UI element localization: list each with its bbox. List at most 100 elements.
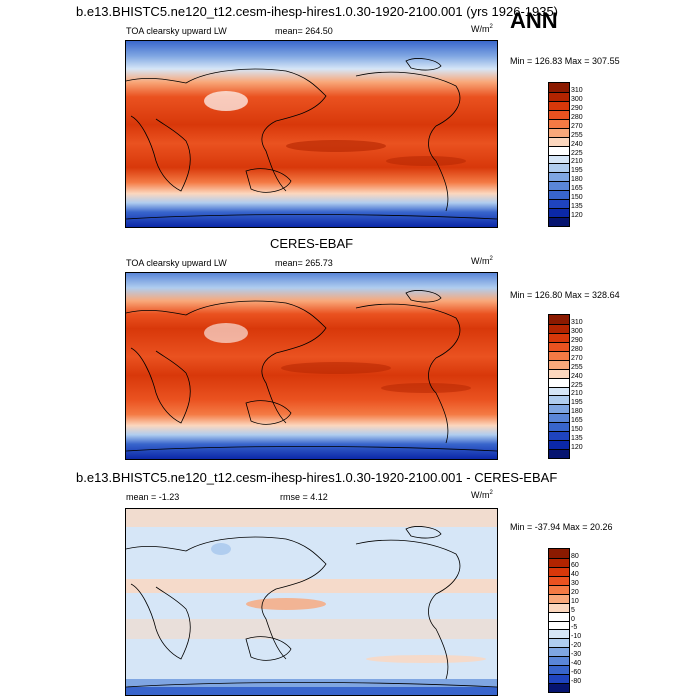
panel2-map-svg [126,273,497,459]
panel2-minmax: Min = 126.80 Max = 328.64 [510,290,620,300]
colorbar-tick-label: -60 [571,669,582,677]
colorbar-tick-label: 150 [571,194,583,202]
colorbar-swatch [549,440,569,450]
colorbar-tick-label: 120 [571,444,583,452]
panel3-map-svg [126,509,497,695]
colorbar-tick-label: -5 [571,624,578,632]
colorbar-swatch [549,431,569,441]
colorbar-tick-label: 280 [571,345,583,353]
colorbar-tick-label: -40 [571,660,582,668]
colorbar-tick-label: -10 [571,633,582,641]
colorbar-swatch [549,611,569,621]
colorbar-swatch [549,199,569,209]
colorbar-tick-label: 20 [571,588,579,596]
colorbar-tick-label: 290 [571,336,583,344]
colorbar-swatch [549,638,569,648]
panel2-map [125,272,498,460]
colorbar-swatch [549,602,569,612]
colorbar-tick-label: 195 [571,167,583,175]
plot-title: b.e13.BHISTC5.ne120_t12.cesm-ihesp-hires… [76,4,559,19]
colorbar-tick-label: 270 [571,354,583,362]
colorbar-swatch [549,404,569,414]
panel3-units: W/m2 [471,490,493,500]
panel1-map [125,40,498,228]
colorbar-tick-label: 180 [571,176,583,184]
panel3-section-title: b.e13.BHISTC5.ne120_t12.cesm-ihesp-hires… [76,470,558,485]
colorbar-swatch [549,386,569,396]
colorbar-tick-label: -30 [571,651,582,659]
panel2-section-title: CERES-EBAF [270,236,354,251]
panel3-minmax: Min = -37.94 Max = 20.26 [510,522,613,532]
colorbar-swatch [549,154,569,164]
colorbar-swatch [549,620,569,630]
colorbar-tick-label: 210 [571,390,583,398]
colorbar-tick-label: 180 [571,408,583,416]
colorbar-swatch [549,413,569,423]
colorbar-swatch [549,557,569,567]
colorbar-tick-label: 80 [571,552,579,560]
colorbar-tick-label: 240 [571,140,583,148]
colorbar-tick-label: 270 [571,122,583,130]
colorbar-swatch [549,449,569,458]
colorbar-swatch [549,566,569,576]
colorbar-tick-label: 135 [571,435,583,443]
colorbar-tick-label: 210 [571,158,583,166]
colorbar-tick-label: 280 [571,113,583,121]
colorbar-tick-label: 225 [571,381,583,389]
colorbar-swatch [549,647,569,657]
colorbar-swatch [549,217,569,226]
colorbar-swatch [549,629,569,639]
colorbar-swatch [549,83,569,92]
colorbar-swatch [549,136,569,146]
colorbar-swatch [549,332,569,342]
colorbar-tick-label: -20 [571,642,582,650]
colorbar-tick-label: -80 [571,678,582,686]
panel3-rmse: rmse = 4.12 [280,492,328,502]
panel1-map-svg [126,41,497,227]
colorbar-tick-label: 40 [571,570,579,578]
colorbar-swatch [549,127,569,137]
colorbar-swatch [549,109,569,119]
colorbar-swatch [549,359,569,369]
colorbar-swatch [549,674,569,684]
colorbar-swatch [549,683,569,692]
panel1-variable: TOA clearsky upward LW [126,26,227,36]
colorbar-tick-label: 135 [571,203,583,211]
colorbar-swatch [549,368,569,378]
colorbar-swatch [549,163,569,173]
colorbar-swatch [549,91,569,101]
colorbar-swatch [549,350,569,360]
colorbar-swatch [549,118,569,128]
colorbar-swatch [549,341,569,351]
panel1-colorbar [548,82,570,227]
panel1-mean: mean= 264.50 [275,26,333,36]
colorbar-tick-label: 225 [571,149,583,157]
colorbar-tick-label: 300 [571,95,583,103]
colorbar-swatch [549,422,569,432]
colorbar-swatch [549,593,569,603]
colorbar-tick-label: 60 [571,561,579,569]
colorbar-tick-label: 300 [571,327,583,335]
colorbar-tick-label: 310 [571,318,583,326]
colorbar-swatch [549,145,569,155]
colorbar-swatch [549,584,569,594]
colorbar-tick-label: 5 [571,606,575,614]
panel2-colorbar [548,314,570,459]
panel3-colorbar [548,548,570,693]
colorbar-swatch [549,656,569,666]
colorbar-tick-label: 195 [571,399,583,407]
colorbar-swatch [549,377,569,387]
colorbar-swatch [549,665,569,675]
colorbar-swatch [549,575,569,585]
panel3-map [125,508,498,696]
panel1-units: W/m2 [471,24,493,34]
colorbar-tick-label: 255 [571,131,583,139]
colorbar-tick-label: 120 [571,212,583,220]
colorbar-tick-label: 165 [571,417,583,425]
panel2-variable: TOA clearsky upward LW [126,258,227,268]
colorbar-swatch [549,208,569,218]
season-label: ANN [510,8,558,33]
colorbar-tick-label: 240 [571,372,583,380]
colorbar-tick-label: 310 [571,86,583,94]
colorbar-swatch [549,549,569,558]
